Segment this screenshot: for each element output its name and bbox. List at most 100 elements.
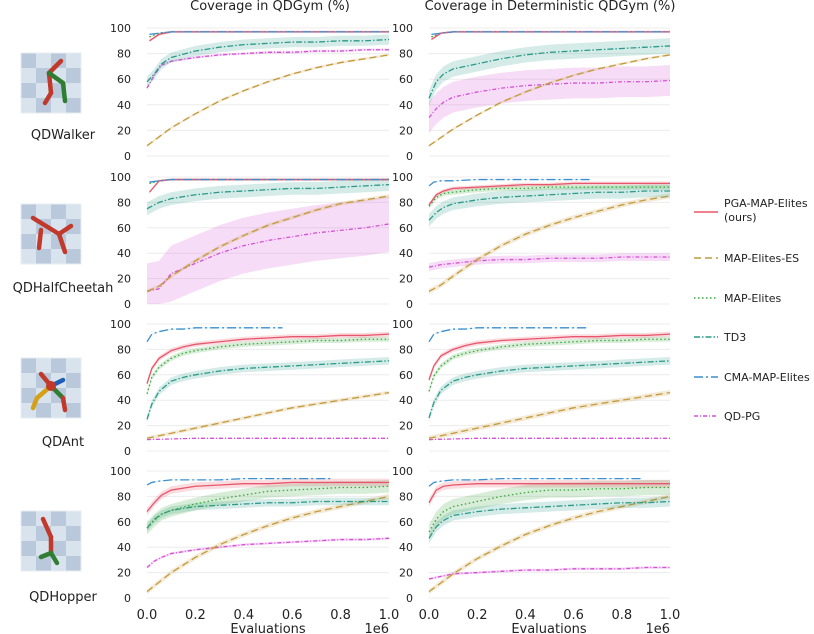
y-tick-label: 20 <box>117 420 131 433</box>
y-tick-label: 80 <box>117 196 131 209</box>
series-line-pga-map-elites-ours <box>149 31 389 42</box>
y-tick-label: 80 <box>399 343 413 356</box>
band-map-elites <box>429 479 670 540</box>
x-axis-scale-right: 1e6 <box>645 622 670 634</box>
series-line-qd-pg <box>146 537 390 569</box>
legend-entry-map-elites: MAP-Elites <box>694 292 782 305</box>
legend: PGA-MAP-Elites (ours) MAP-Elites-ES MAP-Eli… <box>694 197 810 423</box>
panel-qdhopper-deterministic: 0 20 40 60 80 100 0.0 0.2 0.4 0.6 0.8 1.0 <box>392 465 680 623</box>
band-td3 <box>429 184 670 227</box>
series-line-map-elites-es <box>146 391 390 439</box>
y-tick-label: 0 <box>124 445 131 458</box>
band-map-elites-es <box>147 53 389 148</box>
x-tick-label: 0.8 <box>611 608 632 623</box>
y-tick-label: 100 <box>110 171 131 184</box>
y-tick-label: 100 <box>392 465 413 478</box>
x-tick-label: 0.0 <box>419 608 440 623</box>
y-tick-label: 0 <box>124 592 131 605</box>
y-tick-label: 40 <box>117 541 131 554</box>
panel-qdhalfcheetah-qdgym: 0 20 40 60 80 100 <box>110 171 390 311</box>
series-line-map-elites-es <box>146 495 390 593</box>
band-td3 <box>429 496 670 544</box>
series-line-map-elites-es <box>146 54 390 147</box>
column-title-deterministic: Coverage in Deterministic QDGym (%) <box>425 0 676 14</box>
series-line-map-elites-es <box>428 391 671 439</box>
row-label-qdant: QDAnt <box>42 435 84 450</box>
y-tick-label: 60 <box>399 73 413 86</box>
y-tick-label: 40 <box>117 394 131 407</box>
y-tick-label: 40 <box>399 541 413 554</box>
series-line-qd-pg <box>428 437 670 441</box>
x-tick-label: 1.0 <box>379 608 400 623</box>
y-tick-label: 0 <box>406 298 413 311</box>
y-tick-label: 20 <box>117 124 131 137</box>
y-tick-label: 0 <box>124 150 131 163</box>
x-tick-label: 0.2 <box>185 608 206 623</box>
y-tick-label: 60 <box>399 222 413 235</box>
row-label-qdhopper: QDHopper <box>29 590 97 605</box>
series-line-qd-pg <box>428 566 670 580</box>
legend-entry-cma-map-elites: CMA-MAP-Elites <box>694 371 810 384</box>
band-td3 <box>147 497 389 532</box>
legend-label: QD-PG <box>724 410 760 423</box>
y-tick-label: 100 <box>392 22 413 35</box>
x-tick-label: 0.8 <box>330 608 351 623</box>
series-line-map-elites <box>146 338 389 395</box>
band-map-elites-es <box>429 493 670 595</box>
series-line-map-elites <box>146 485 390 529</box>
band-td3 <box>147 34 389 87</box>
chart-panels: 0 20 40 60 80 100 0 20 40 60 80 100 0 20 40 60 80 100 0 20 4… <box>110 22 680 623</box>
y-tick-label: 60 <box>117 73 131 86</box>
legend-label: MAP-Elites-ES <box>724 252 799 265</box>
series-line-qd-pg <box>146 49 389 89</box>
band-pga-map-elites-ours <box>429 479 670 507</box>
series-line-map-elites-es <box>428 495 671 593</box>
panel-qdant-deterministic: 0 20 40 60 80 100 <box>392 318 671 458</box>
series-line-qd-pg <box>146 437 389 441</box>
robot-thumbnails <box>20 52 82 572</box>
series-line-cma-map-elites <box>428 477 642 487</box>
panel-qdant-qdgym: 0 20 40 60 80 100 <box>110 318 390 458</box>
panel-qdwalker-deterministic: 0 20 40 60 80 100 <box>392 22 671 163</box>
legend-label: CMA-MAP-Elites <box>724 371 810 384</box>
series-line-td3 <box>146 38 390 83</box>
series-line-qd-pg <box>428 256 670 268</box>
series-line-td3 <box>428 190 670 221</box>
series-line-map-elites-es <box>428 54 671 147</box>
x-tick-label: 1.0 <box>660 608 681 623</box>
band-map-elites <box>429 184 670 209</box>
series-line-qd-pg <box>428 79 671 119</box>
robot-thumbnail-hopper <box>20 510 82 572</box>
y-tick-label: 100 <box>110 465 131 478</box>
y-tick-label: 20 <box>399 567 413 580</box>
y-tick-label: 20 <box>117 273 131 286</box>
series-line-pga-map-elites-ours <box>146 481 389 513</box>
band-qd-pg <box>429 566 670 581</box>
series-line-cma-map-elites <box>428 327 589 343</box>
series-line-cma-map-elites <box>431 31 670 36</box>
y-tick-label: 0 <box>406 150 413 163</box>
legend-entry-td3: TD3 <box>694 331 746 344</box>
band-td3 <box>429 38 670 107</box>
y-tick-label: 40 <box>399 247 413 260</box>
y-tick-label: 60 <box>399 369 413 382</box>
x-tick-label: 0.6 <box>563 608 584 623</box>
y-tick-label: 80 <box>399 490 413 503</box>
series-line-pga-map-elites-ours <box>428 182 670 206</box>
series-line-cma-map-elites <box>146 477 331 486</box>
x-tick-label: 0.2 <box>467 608 488 623</box>
band-pga-map-elites-ours <box>147 478 389 516</box>
row-label-qdwalker: QDWalker <box>31 128 96 143</box>
series-line-pga-map-elites-ours <box>428 483 670 504</box>
series-line-map-elites <box>428 338 670 392</box>
legend-label: MAP-Elites <box>724 292 782 305</box>
row-label-qdhalfcheetah: QDHalfCheetah <box>13 281 114 296</box>
series-line-cma-map-elites <box>149 31 389 36</box>
band-map-elites <box>147 479 389 535</box>
y-tick-label: 60 <box>399 516 413 529</box>
series-line-td3 <box>428 500 671 539</box>
series-line-map-elites-es <box>146 195 390 292</box>
series-line-pga-map-elites-ours <box>146 333 390 384</box>
series-line-map-elites-es <box>428 195 671 292</box>
